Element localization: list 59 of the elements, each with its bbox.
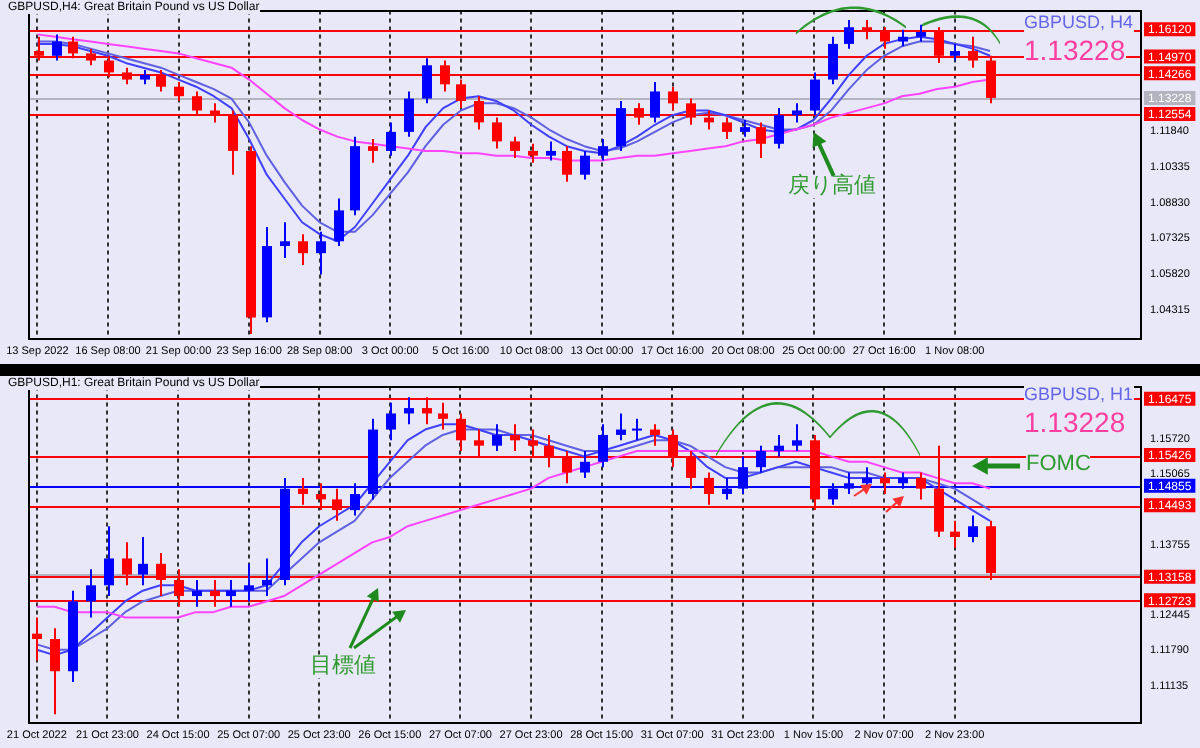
annotation: GBPUSD, H1	[1024, 384, 1134, 404]
candlestick	[668, 85, 678, 112]
candlestick	[650, 423, 660, 447]
candlestick	[950, 519, 960, 549]
candlestick	[316, 230, 326, 276]
candlestick	[298, 233, 308, 267]
candlestick	[580, 450, 590, 479]
candlestick	[650, 80, 660, 124]
candlestick	[828, 35, 838, 86]
candlestick	[510, 135, 520, 160]
candlestick	[334, 197, 344, 248]
candlestick	[510, 423, 520, 453]
candlestick	[880, 471, 890, 496]
candlestick	[226, 578, 236, 608]
annotation: 目標値	[310, 654, 376, 678]
candlestick	[32, 616, 42, 662]
annotation: 1.13228	[1024, 34, 1126, 66]
candlestick	[492, 423, 502, 453]
annotation: FOMC	[1026, 452, 1091, 476]
candlestick	[792, 423, 802, 453]
annotation: 戻り高値	[788, 174, 876, 198]
candlestick	[528, 142, 538, 164]
candlestick	[192, 578, 202, 608]
candlestick	[386, 401, 396, 442]
candlestick	[104, 525, 114, 598]
candlestick	[456, 412, 466, 453]
candlestick	[86, 568, 96, 619]
candlestick	[138, 535, 148, 587]
candlestick	[50, 627, 60, 716]
candlestick	[456, 78, 466, 110]
candlestick	[244, 562, 254, 603]
candlestick	[386, 121, 396, 157]
candlestick	[598, 423, 608, 469]
candlestick	[774, 433, 784, 458]
candlestick	[756, 444, 766, 474]
candlestick	[616, 99, 626, 152]
candlestick	[280, 221, 290, 259]
candlestick	[968, 514, 978, 544]
candlestick	[404, 396, 414, 426]
candlestick	[916, 471, 926, 501]
candlestick	[810, 71, 820, 117]
candlestick	[174, 80, 184, 102]
candlestick	[632, 417, 642, 442]
candlestick	[422, 57, 432, 105]
candlestick	[756, 121, 766, 160]
candlestick	[562, 145, 572, 183]
candlestick	[52, 33, 62, 62]
candlestick	[262, 557, 272, 598]
candlestick	[792, 102, 802, 124]
candlestick	[774, 107, 784, 150]
annotation: GBPUSD, H4	[1024, 12, 1134, 32]
candlestick	[546, 140, 556, 162]
candlestick	[598, 138, 608, 162]
candlestick	[616, 412, 626, 442]
annotation: 1.13228	[1024, 406, 1126, 438]
candlestick	[368, 138, 378, 164]
candlestick	[404, 90, 414, 138]
candlestick	[844, 19, 854, 50]
candlestick	[580, 149, 590, 181]
